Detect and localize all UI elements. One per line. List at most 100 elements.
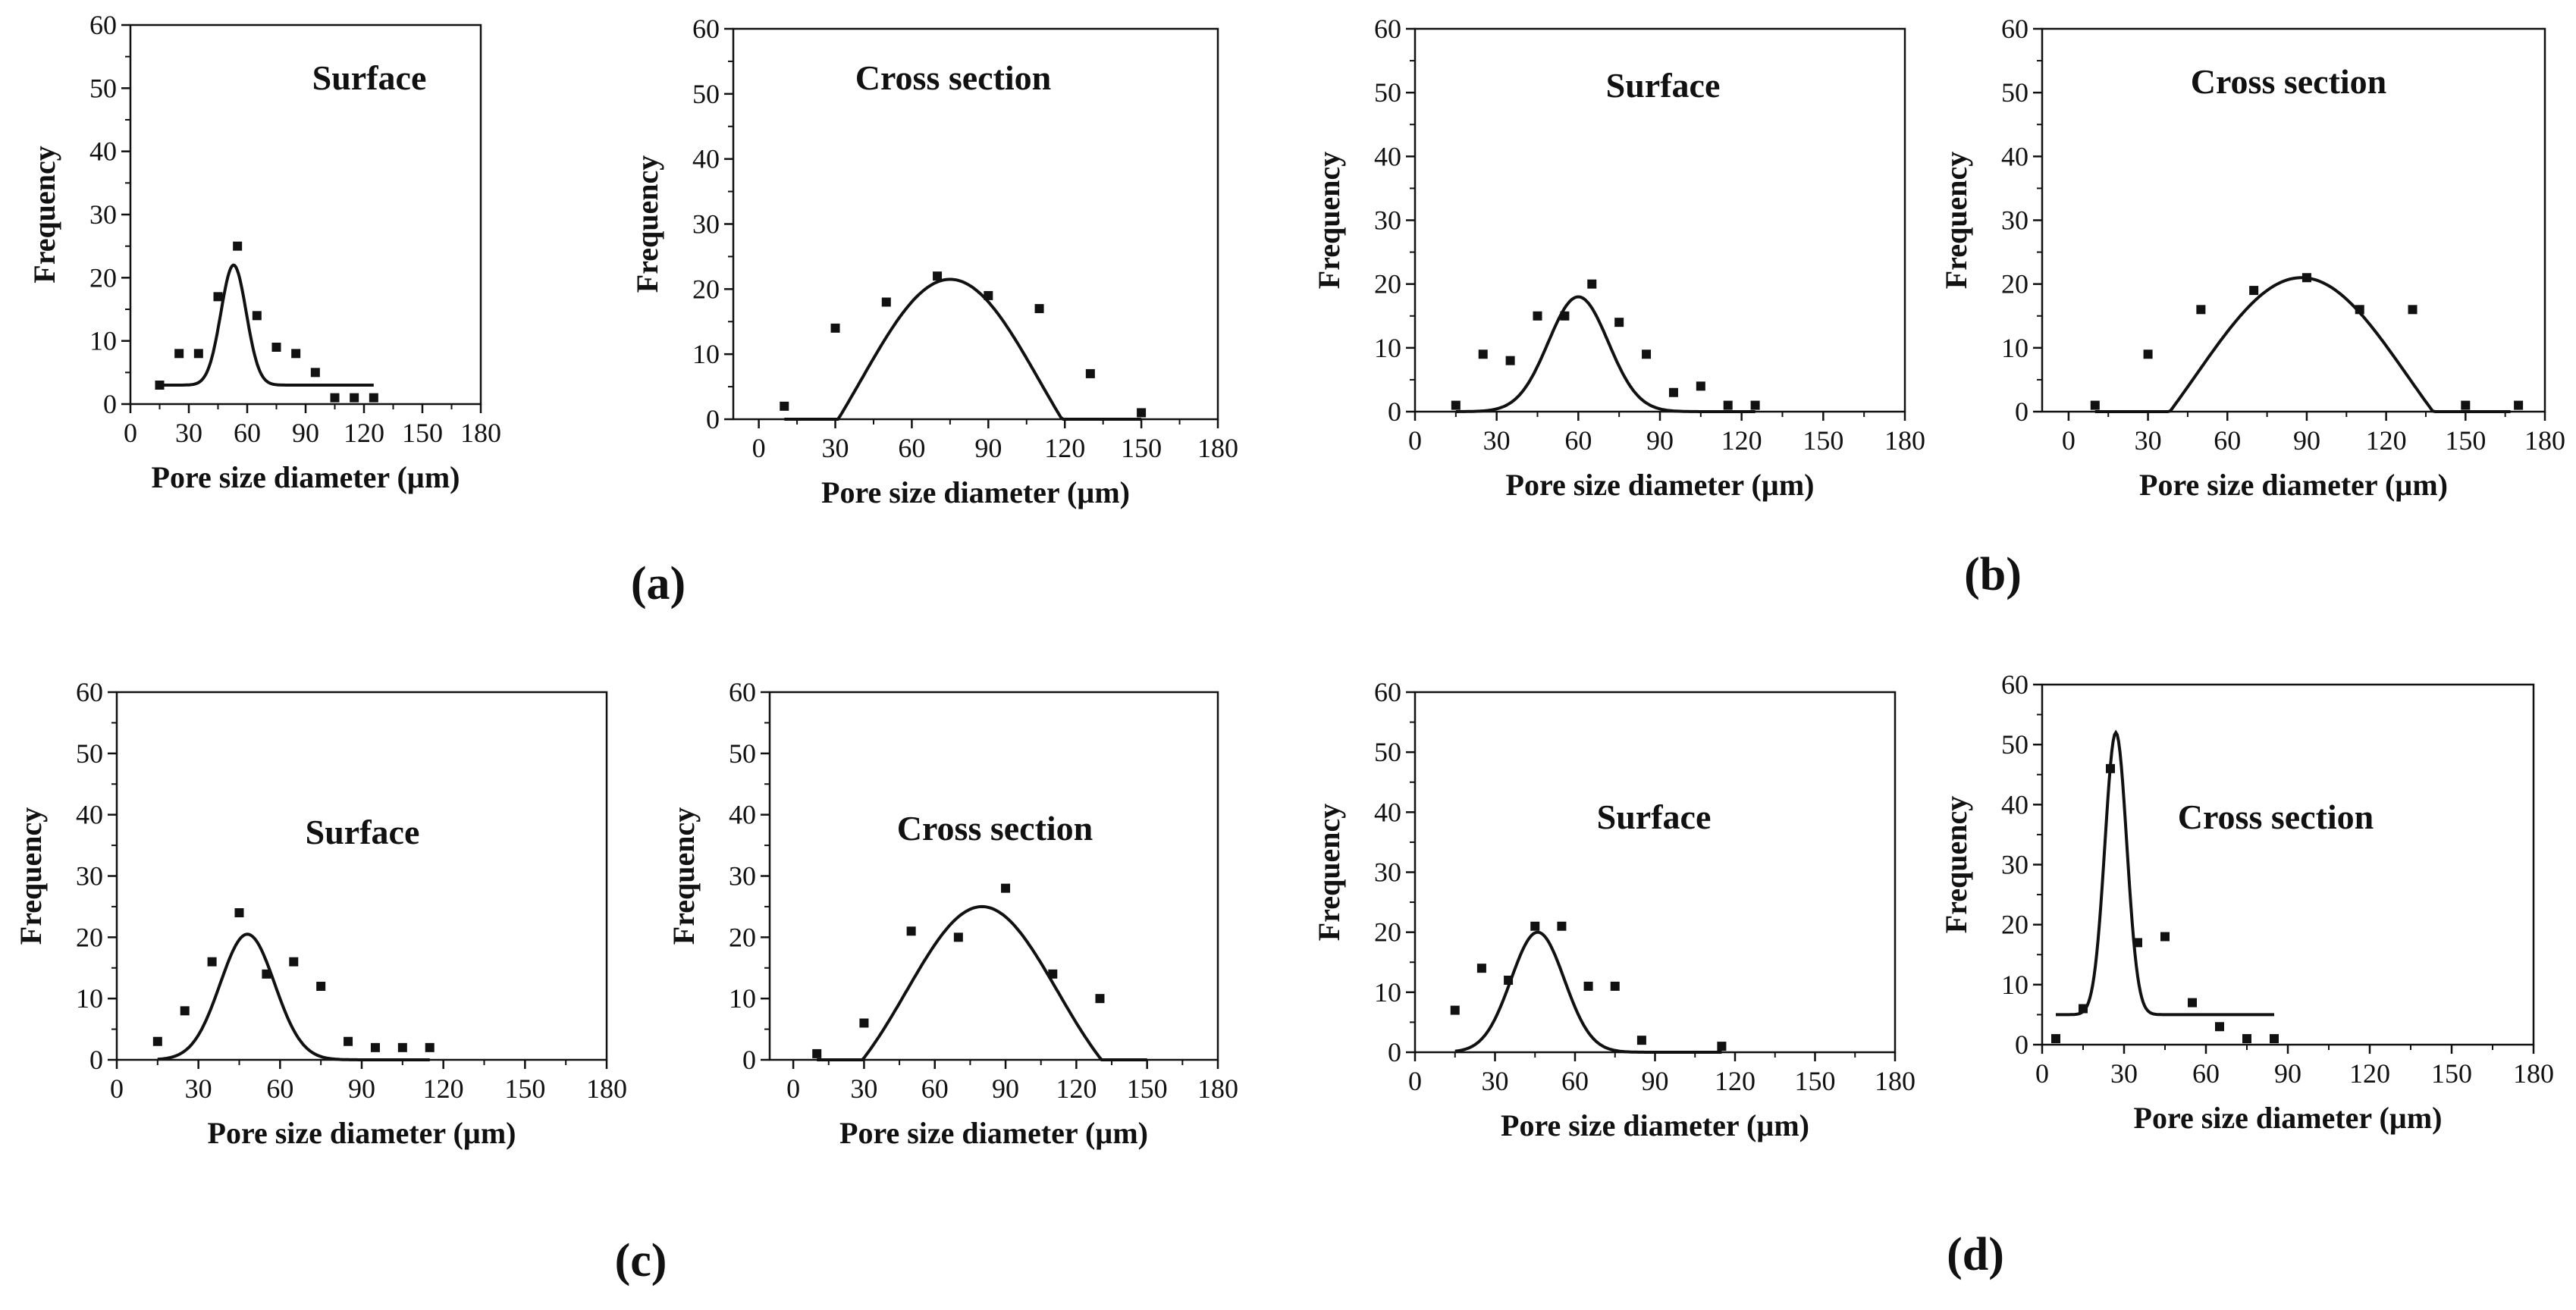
x-tick-label: 150 [1127, 1073, 1168, 1104]
y-tick-label: 20 [1374, 917, 1401, 948]
x-axis-title: Pore size diameter (µm) [208, 1116, 516, 1150]
x-axis-title: Pore size diameter (µm) [2134, 1101, 2443, 1135]
data-point [1717, 1042, 1727, 1051]
y-tick-label: 30 [2001, 850, 2028, 880]
data-point [2188, 998, 2197, 1008]
x-tick-label: 30 [185, 1073, 212, 1104]
fit-curve [2056, 729, 2274, 1017]
data-point [1610, 981, 1620, 991]
y-tick-label: 50 [89, 73, 117, 103]
data-point [152, 1036, 162, 1046]
data-point [1476, 964, 1486, 973]
data-point [1137, 408, 1147, 418]
y-tick-label: 60 [2001, 14, 2028, 44]
data-point [1750, 400, 1760, 410]
x-tick-label: 150 [2431, 1058, 2472, 1089]
chart-title: Cross section [2191, 62, 2387, 101]
y-tick-label: 40 [692, 144, 720, 174]
x-tick-label: 60 [1561, 1066, 1589, 1096]
data-point [881, 297, 891, 307]
data-point [425, 1042, 435, 1052]
data-point [812, 1048, 822, 1058]
x-tick-label: 90 [2274, 1058, 2301, 1089]
y-tick-label: 20 [89, 262, 117, 293]
x-tick-label: 120 [423, 1073, 464, 1104]
chart-1: 0 30 60 90 120 150 180 0 10 20 30 40 50 60 Pore size d… [27, 10, 501, 494]
y-axis-title: Frequency [1939, 152, 1973, 289]
data-point [2160, 932, 2170, 942]
x-tick-label: 180 [1884, 425, 1925, 456]
x-tick-label: 120 [1044, 433, 1085, 463]
y-tick-label: 30 [1374, 205, 1401, 236]
x-tick-label: 90 [1642, 1066, 1669, 1096]
data-point [2143, 349, 2153, 359]
x-axis-title: Pore size diameter (µm) [1501, 1108, 1809, 1142]
data-point [180, 1006, 190, 1016]
x-tick-label: 90 [974, 433, 1002, 463]
x-tick-label: 180 [460, 418, 501, 448]
data-point [252, 311, 262, 321]
data-point [2408, 305, 2418, 315]
x-tick-label: 60 [898, 433, 925, 463]
data-point [1095, 994, 1105, 1004]
x-tick-label: 60 [2214, 425, 2241, 456]
y-tick-label: 40 [89, 136, 117, 167]
chart-title: Surface [1597, 798, 1712, 836]
y-tick-label: 30 [1374, 857, 1401, 888]
y-tick-label: 40 [2001, 141, 2028, 171]
data-point [2051, 1034, 2060, 1044]
data-point [1614, 318, 1624, 328]
fit-curve [817, 904, 1147, 1061]
panel-label-a: (a) [631, 558, 686, 610]
x-tick-label: 60 [1564, 425, 1592, 456]
data-point [933, 271, 943, 281]
x-tick-label: 150 [1121, 433, 1162, 463]
chart-title: Cross section [855, 58, 1052, 97]
data-point [1504, 976, 1514, 985]
y-tick-label: 60 [2001, 669, 2028, 700]
x-tick-label: 60 [921, 1073, 949, 1104]
data-point [2215, 1022, 2224, 1032]
chart-4: 0 30 60 90 120 150 180 0 10 20 30 40 50 60 Pore size d… [1939, 14, 2565, 502]
chart-title: Surface [1606, 66, 1721, 105]
x-tick-label: 30 [175, 418, 202, 448]
x-tick-label: 0 [2062, 425, 2076, 456]
data-point [213, 292, 223, 302]
data-point [1557, 921, 1567, 931]
data-point [2355, 305, 2364, 315]
y-tick-label: 60 [729, 677, 756, 707]
y-tick-label: 10 [1374, 333, 1401, 363]
y-tick-label: 40 [2001, 789, 2028, 820]
data-point [2249, 286, 2259, 296]
data-point [330, 393, 340, 403]
x-tick-label: 30 [1483, 425, 1511, 456]
x-tick-label: 150 [402, 418, 443, 448]
y-tick-label: 20 [2001, 269, 2028, 299]
x-tick-label: 60 [234, 418, 261, 448]
x-tick-label: 90 [1646, 425, 1674, 456]
data-point [2514, 400, 2524, 410]
data-point [906, 926, 916, 936]
x-tick-label: 90 [2293, 425, 2320, 456]
x-tick-label: 30 [822, 433, 849, 463]
y-tick-label: 40 [1374, 797, 1401, 827]
x-tick-label: 0 [786, 1073, 800, 1104]
x-tick-label: 150 [1803, 425, 1843, 456]
data-point [234, 908, 244, 917]
data-point [233, 241, 243, 251]
data-point [1034, 304, 1044, 314]
y-axis-title: Frequency [14, 807, 48, 945]
data-point [310, 368, 320, 378]
data-point [1587, 279, 1597, 289]
x-axis-title: Pore size diameter (µm) [152, 460, 460, 494]
y-tick-label: 40 [729, 800, 756, 830]
y-tick-label: 0 [2015, 1030, 2028, 1060]
x-tick-label: 30 [1482, 1066, 1509, 1096]
x-tick-label: 180 [2524, 425, 2565, 456]
data-point [370, 1042, 380, 1052]
plot-frame [768, 691, 1219, 1061]
data-point [2079, 1004, 2088, 1014]
y-tick-label: 30 [729, 861, 756, 892]
data-point [953, 932, 963, 942]
